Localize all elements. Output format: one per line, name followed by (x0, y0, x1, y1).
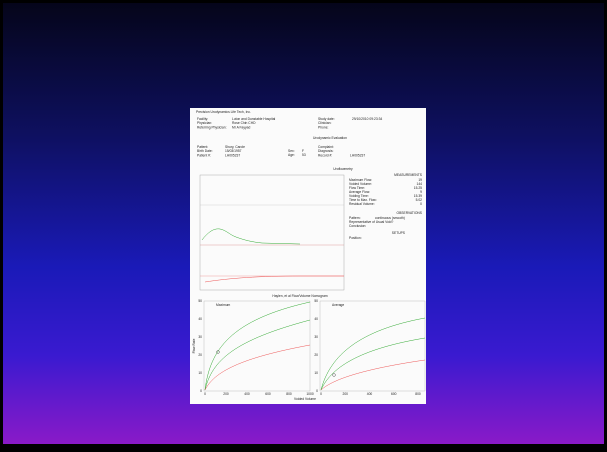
nomogram-label: Maximum (216, 303, 231, 307)
x-tick-label: 800 (415, 392, 421, 396)
nomogram-title: Haylen, et al Flow/Volume Nomogram (272, 294, 328, 298)
facility-field-label: Referring Physician: (197, 125, 227, 129)
y-tick-label: 50 (198, 299, 202, 303)
patient-field-value: LH005237 (350, 153, 365, 157)
x-tick-label: 600 (265, 392, 271, 396)
x-tick-label: 800 (286, 392, 292, 396)
x-tick-label: 400 (367, 392, 373, 396)
y-tick-label: 30 (198, 335, 202, 339)
company-name: Precision Urodynamics Life Tech, Inc. (196, 110, 251, 114)
patient-field-value: LH005237 (225, 153, 240, 157)
setup-label: Position: (349, 236, 362, 240)
y-tick-label: 30 (314, 335, 318, 339)
y-tick-label: 20 (314, 353, 318, 357)
x-tick-label: 1000 (306, 392, 314, 396)
document-title: Urodynamic Evaluation (313, 136, 347, 140)
observation-label: Conclusion: (349, 224, 366, 228)
slide: Precision Urodynamics Life Tech, Inc.Fac… (0, 0, 607, 447)
measurement-label: Residual Volume: (349, 202, 375, 206)
y-tick-label: 10 (314, 371, 318, 375)
section-title: Uroflowmetry (333, 167, 353, 171)
patient-field-label: Age: (288, 153, 295, 157)
y-tick-label: 40 (198, 317, 202, 321)
study-field-label: Phone: (318, 125, 329, 129)
patient-field-value: 53 (302, 153, 306, 157)
patient-field-label: Record #: (318, 153, 332, 157)
measurements-title: MEASUREMENTS (394, 173, 423, 177)
nomogram-label: Average (332, 303, 344, 307)
x-tick-label: 200 (223, 392, 229, 396)
y-tick-label: 40 (314, 317, 318, 321)
y-tick-label: 0 (200, 389, 202, 393)
x-tick-label: 200 (342, 392, 348, 396)
study-field-value: 29/10/2010 09:23:34 (352, 117, 382, 121)
x-tick-label: 600 (391, 392, 397, 396)
facility-field-value: Mr A Fayyad (232, 125, 250, 129)
patient-field-label: Patient #: (197, 153, 211, 157)
x-axis-label: Voided Volume (294, 397, 316, 401)
y-axis-label: Flow Rate (192, 338, 196, 353)
measurement-value: 0 (420, 202, 422, 206)
x-tick-label: 400 (244, 392, 250, 396)
setups-title: SETUPS (392, 231, 406, 235)
y-tick-label: 0 (316, 389, 318, 393)
y-tick-label: 50 (314, 299, 318, 303)
x-tick-label: 0 (320, 392, 322, 396)
observations-title: OBSERVATIONS (397, 211, 423, 215)
x-tick-label: 0 (204, 392, 206, 396)
y-tick-label: 10 (198, 371, 202, 375)
y-tick-label: 20 (198, 353, 202, 357)
